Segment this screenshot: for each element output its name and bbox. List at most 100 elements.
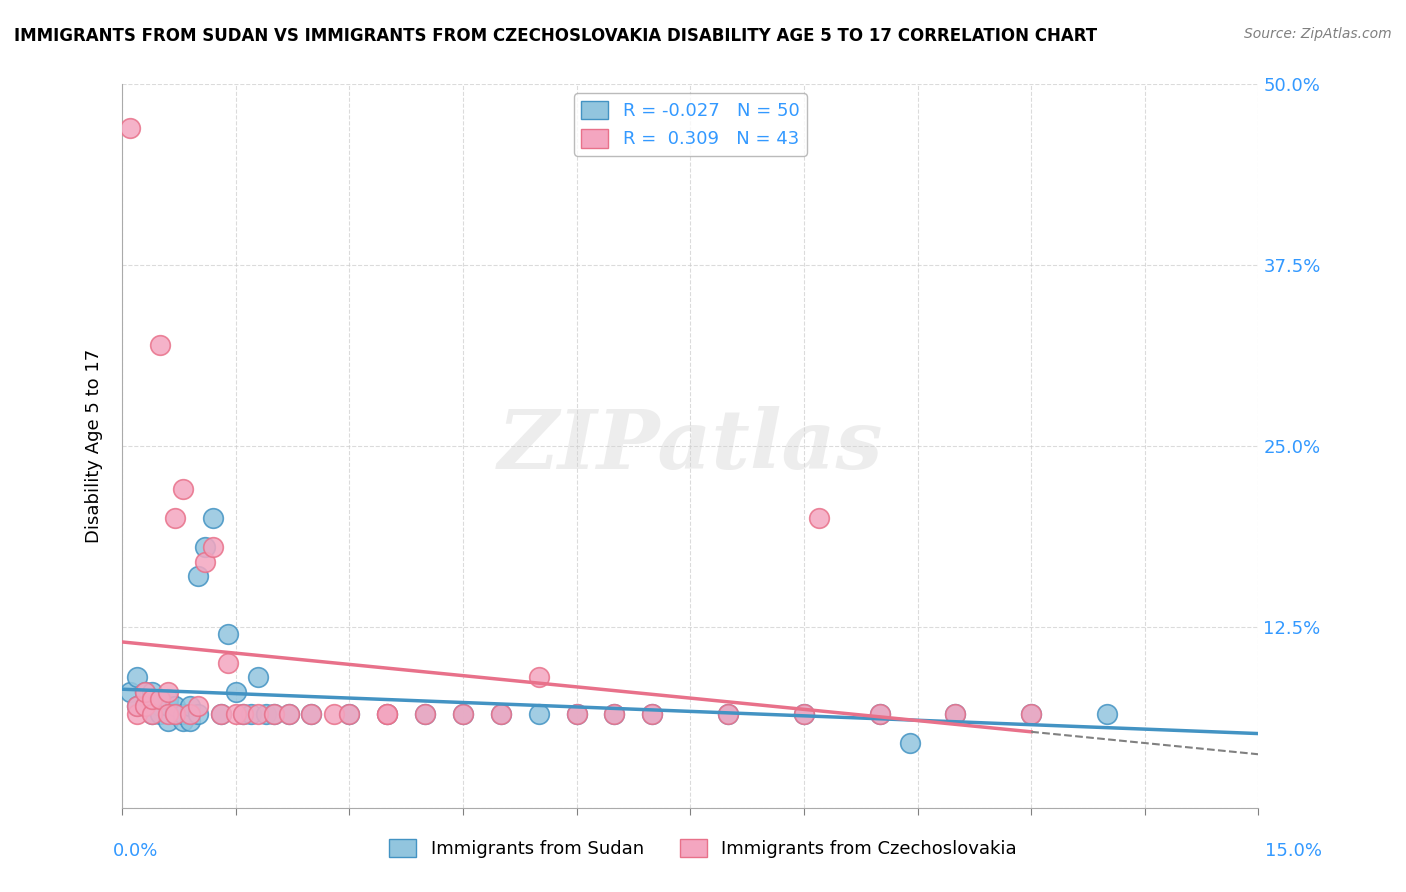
Y-axis label: Disability Age 5 to 17: Disability Age 5 to 17	[86, 349, 103, 543]
Point	[945, 706, 967, 721]
Text: ZIPatlas: ZIPatlas	[498, 406, 883, 486]
Point	[277, 706, 299, 721]
Point	[149, 692, 172, 706]
Point	[717, 706, 740, 721]
Point	[945, 706, 967, 721]
Point	[337, 706, 360, 721]
Point	[118, 120, 141, 135]
Point	[134, 699, 156, 714]
Point	[451, 706, 474, 721]
Legend: R = -0.027   N = 50, R =  0.309   N = 43: R = -0.027 N = 50, R = 0.309 N = 43	[574, 94, 807, 155]
Point	[232, 706, 254, 721]
Point	[149, 699, 172, 714]
Point	[217, 656, 239, 670]
Point	[156, 685, 179, 699]
Point	[225, 685, 247, 699]
Point	[277, 706, 299, 721]
Point	[127, 699, 149, 714]
Point	[194, 541, 217, 555]
Point	[603, 706, 626, 721]
Point	[201, 511, 224, 525]
Point	[127, 699, 149, 714]
Point	[201, 541, 224, 555]
Point	[134, 699, 156, 714]
Point	[118, 685, 141, 699]
Point	[165, 511, 187, 525]
Point	[869, 706, 891, 721]
Point	[375, 706, 398, 721]
Legend: Immigrants from Sudan, Immigrants from Czechoslovakia: Immigrants from Sudan, Immigrants from C…	[382, 831, 1024, 865]
Point	[527, 670, 550, 684]
Point	[565, 706, 588, 721]
Point	[172, 483, 194, 497]
Point	[156, 706, 179, 721]
Point	[194, 555, 217, 569]
Text: 0.0%: 0.0%	[112, 842, 157, 860]
Point	[793, 706, 815, 721]
Text: 15.0%: 15.0%	[1264, 842, 1322, 860]
Point	[165, 699, 187, 714]
Point	[254, 706, 277, 721]
Point	[172, 714, 194, 728]
Point	[134, 685, 156, 699]
Point	[1095, 706, 1118, 721]
Point	[323, 706, 346, 721]
Point	[793, 706, 815, 721]
Point	[247, 670, 270, 684]
Point	[141, 685, 163, 699]
Point	[451, 706, 474, 721]
Point	[375, 706, 398, 721]
Point	[217, 627, 239, 641]
Point	[149, 692, 172, 706]
Point	[156, 714, 179, 728]
Point	[413, 706, 436, 721]
Point	[141, 706, 163, 721]
Point	[375, 706, 398, 721]
Point	[179, 714, 201, 728]
Point	[141, 692, 163, 706]
Point	[1019, 706, 1042, 721]
Point	[156, 692, 179, 706]
Point	[179, 699, 201, 714]
Point	[337, 706, 360, 721]
Point	[603, 706, 626, 721]
Point	[413, 706, 436, 721]
Point	[149, 338, 172, 352]
Point	[1019, 706, 1042, 721]
Text: Source: ZipAtlas.com: Source: ZipAtlas.com	[1244, 27, 1392, 41]
Point	[565, 706, 588, 721]
Point	[869, 706, 891, 721]
Point	[489, 706, 512, 721]
Point	[239, 706, 262, 721]
Point	[489, 706, 512, 721]
Point	[232, 706, 254, 721]
Point	[527, 706, 550, 721]
Point	[263, 706, 285, 721]
Point	[641, 706, 664, 721]
Point	[156, 699, 179, 714]
Point	[149, 706, 172, 721]
Point	[209, 706, 232, 721]
Point	[172, 706, 194, 721]
Point	[247, 706, 270, 721]
Point	[187, 699, 209, 714]
Text: IMMIGRANTS FROM SUDAN VS IMMIGRANTS FROM CZECHOSLOVAKIA DISABILITY AGE 5 TO 17 C: IMMIGRANTS FROM SUDAN VS IMMIGRANTS FROM…	[14, 27, 1097, 45]
Point	[301, 706, 323, 721]
Point	[165, 706, 187, 721]
Point	[225, 706, 247, 721]
Point	[808, 511, 831, 525]
Point	[641, 706, 664, 721]
Point	[263, 706, 285, 721]
Point	[209, 706, 232, 721]
Point	[141, 692, 163, 706]
Point	[127, 706, 149, 721]
Point	[301, 706, 323, 721]
Point	[187, 569, 209, 583]
Point	[165, 706, 187, 721]
Point	[127, 670, 149, 684]
Point	[179, 706, 201, 721]
Point	[141, 706, 163, 721]
Point	[717, 706, 740, 721]
Point	[187, 706, 209, 721]
Point	[134, 685, 156, 699]
